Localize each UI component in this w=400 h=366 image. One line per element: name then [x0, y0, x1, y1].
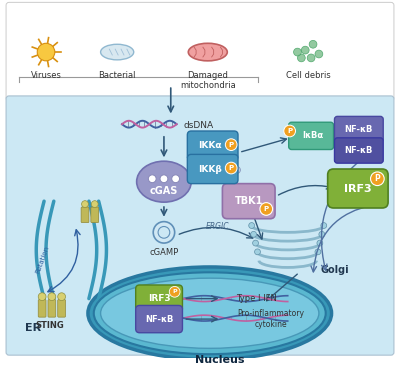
Text: cGAS: cGAS — [150, 186, 178, 197]
Text: IKKα: IKKα — [198, 141, 222, 150]
Ellipse shape — [188, 43, 227, 61]
Text: Damaged
mitochondria: Damaged mitochondria — [180, 71, 236, 90]
Circle shape — [249, 223, 254, 228]
Text: TBK1: TBK1 — [234, 196, 263, 206]
FancyBboxPatch shape — [136, 285, 182, 312]
Text: P: P — [264, 206, 269, 212]
Text: P: P — [172, 289, 177, 294]
FancyBboxPatch shape — [6, 2, 394, 101]
Text: Golgi: Golgi — [320, 265, 349, 274]
Text: NF-κB: NF-κB — [145, 315, 173, 324]
Circle shape — [319, 231, 325, 237]
FancyBboxPatch shape — [222, 184, 275, 219]
FancyBboxPatch shape — [58, 300, 66, 317]
Circle shape — [317, 240, 323, 246]
Text: Cell debris: Cell debris — [286, 71, 330, 79]
Text: cGAMP: cGAMP — [149, 248, 178, 257]
Circle shape — [148, 175, 156, 183]
Ellipse shape — [100, 278, 319, 348]
FancyBboxPatch shape — [6, 96, 394, 355]
Text: ER: ER — [24, 323, 41, 333]
Circle shape — [172, 175, 180, 183]
Ellipse shape — [88, 267, 332, 359]
Ellipse shape — [137, 161, 191, 202]
FancyBboxPatch shape — [81, 207, 89, 223]
Circle shape — [315, 249, 321, 255]
Text: NF-κB: NF-κB — [345, 124, 373, 134]
Circle shape — [307, 54, 315, 62]
Circle shape — [82, 201, 88, 208]
Text: IKKβ: IKKβ — [198, 164, 222, 173]
Text: GTP: GTP — [226, 187, 240, 195]
Circle shape — [370, 172, 384, 186]
Circle shape — [225, 139, 237, 150]
Circle shape — [169, 287, 180, 297]
Circle shape — [225, 173, 232, 180]
FancyBboxPatch shape — [38, 300, 46, 317]
Circle shape — [254, 249, 260, 255]
Text: Type I IFN: Type I IFN — [236, 294, 277, 303]
Circle shape — [309, 40, 317, 48]
Circle shape — [91, 201, 98, 208]
Ellipse shape — [94, 272, 326, 354]
Circle shape — [153, 222, 175, 243]
Circle shape — [284, 125, 296, 137]
Circle shape — [228, 167, 234, 173]
Text: IRF3: IRF3 — [344, 183, 372, 194]
Text: NF-κB: NF-κB — [345, 146, 373, 155]
Text: Viruses: Viruses — [30, 71, 62, 79]
Circle shape — [37, 43, 55, 61]
Text: ATP: ATP — [226, 193, 240, 201]
Circle shape — [48, 293, 56, 300]
Text: P: P — [374, 174, 380, 183]
Circle shape — [260, 203, 273, 215]
Circle shape — [58, 293, 66, 300]
FancyBboxPatch shape — [328, 169, 388, 208]
Text: dsDNA: dsDNA — [184, 121, 214, 130]
Text: IκBα: IκBα — [302, 131, 324, 141]
FancyBboxPatch shape — [334, 138, 383, 163]
FancyBboxPatch shape — [48, 300, 56, 317]
FancyBboxPatch shape — [91, 207, 99, 223]
FancyBboxPatch shape — [187, 154, 238, 184]
Circle shape — [294, 48, 301, 56]
Text: P: P — [229, 165, 234, 171]
Circle shape — [38, 293, 46, 300]
FancyBboxPatch shape — [289, 122, 334, 150]
Circle shape — [231, 173, 238, 180]
FancyBboxPatch shape — [187, 131, 238, 160]
Ellipse shape — [100, 44, 134, 60]
Text: STING: STING — [36, 321, 64, 330]
Text: Bacterial: Bacterial — [98, 71, 136, 79]
Circle shape — [298, 54, 305, 62]
FancyBboxPatch shape — [136, 306, 182, 333]
Circle shape — [158, 227, 170, 238]
Circle shape — [321, 223, 327, 228]
FancyBboxPatch shape — [334, 116, 383, 142]
Text: ERGIC: ERGIC — [206, 222, 229, 231]
Text: P: P — [287, 128, 292, 134]
Circle shape — [225, 162, 237, 174]
Circle shape — [301, 46, 309, 54]
Circle shape — [222, 167, 229, 173]
Text: Rotation: Rotation — [34, 245, 50, 274]
Circle shape — [315, 50, 323, 58]
Text: Pro-inflammatory
cytokine: Pro-inflammatory cytokine — [238, 309, 305, 329]
Text: Nucleus: Nucleus — [195, 355, 244, 365]
Text: IRF3: IRF3 — [148, 294, 170, 303]
Circle shape — [251, 231, 256, 237]
Circle shape — [160, 175, 168, 183]
Circle shape — [234, 167, 240, 173]
Text: P: P — [229, 142, 234, 147]
Circle shape — [253, 240, 258, 246]
